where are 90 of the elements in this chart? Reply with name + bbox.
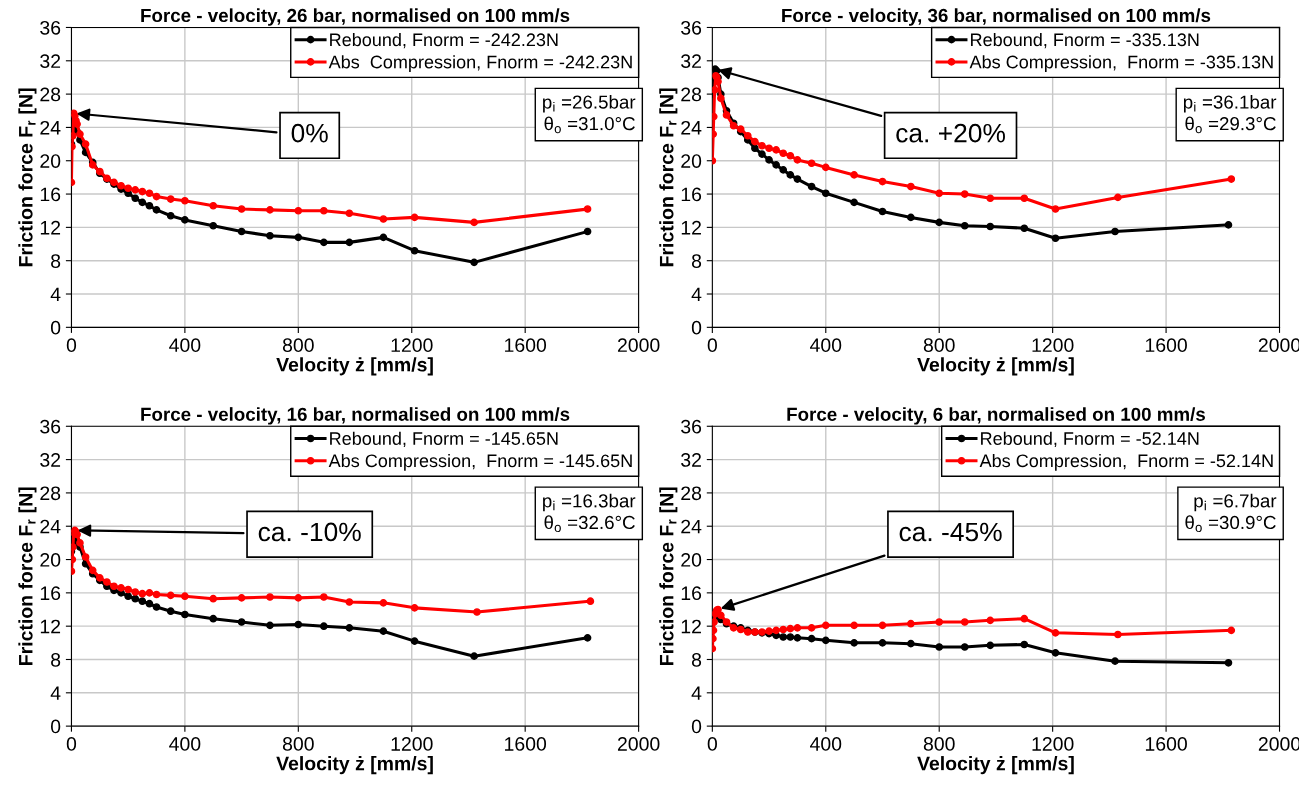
legend-label: Abs Compression, Fnorm = -145.65N <box>328 453 632 471</box>
x-tick-label: 1600 <box>1145 338 1187 353</box>
y-tick-label: 0 <box>691 320 702 335</box>
x-tick-label: 800 <box>923 338 955 353</box>
y-tick-label: 8 <box>51 254 61 268</box>
y-axis-title: Friction force F$_{r}$ [N] <box>18 487 37 665</box>
x-tick-label: 0 <box>66 338 77 353</box>
y-tick-label: 4 <box>691 287 702 302</box>
x-tick-label: 0 <box>707 737 717 751</box>
y-tick-label: 4 <box>691 686 702 700</box>
x-tick-label: 400 <box>810 737 842 751</box>
y-tick-label: 12 <box>40 619 61 634</box>
y-tick-label: 32 <box>681 54 701 69</box>
y-tick-label: 0 <box>50 320 61 335</box>
x-tick-label: 2000 <box>617 737 660 751</box>
x-tick-label: 1600 <box>505 737 547 751</box>
y-tick-label: 28 <box>40 486 61 501</box>
x-tick-label: 1600 <box>505 338 547 353</box>
x-tick-label: 1600 <box>1145 737 1187 751</box>
y-tick-label: 20 <box>40 553 61 567</box>
y-tick-label: 8 <box>51 652 61 667</box>
x-tick-label: 400 <box>169 737 201 751</box>
x-axis-title: Velocity ż [mm/s] <box>276 756 433 775</box>
y-tick-label: 36 <box>681 20 702 35</box>
x-tick-label: 0 <box>66 737 77 751</box>
annotation: 0% <box>291 123 328 143</box>
y-tick-label: 20 <box>40 154 61 168</box>
y-tick-label: 24 <box>40 519 61 534</box>
y-tick-label: 28 <box>40 87 61 102</box>
x-tick-label: 1200 <box>391 737 433 751</box>
y-tick-label: 28 <box>681 486 702 501</box>
y-tick-label: 24 <box>40 120 61 135</box>
y-tick-label: 36 <box>40 419 61 434</box>
legend-label: Rebound, Fnorm = -145.65N <box>330 431 558 448</box>
y-tick-label: 32 <box>681 453 701 467</box>
x-tick-label: 800 <box>923 737 955 751</box>
annotation: ca. -45% <box>899 522 1002 542</box>
x-axis-title: Velocity ż [mm/s] <box>917 357 1074 376</box>
y-tick-label: 20 <box>681 553 702 567</box>
y-tick-label: 12 <box>681 220 701 235</box>
y-tick-label: 12 <box>40 220 61 235</box>
x-tick-label: 1200 <box>1032 338 1074 353</box>
annotation: ca. -10% <box>258 522 361 542</box>
legend-label: Abs Compression, Fnorm = -242.23N <box>328 55 632 72</box>
x-tick-label: 800 <box>282 338 314 353</box>
y-tick-label: 16 <box>681 187 702 202</box>
x-tick-label: 800 <box>282 737 314 751</box>
legend-label: Rebound, Fnorm = -242.23N <box>330 32 558 49</box>
y-axis-title: Friction force F$_{r}$ [N] <box>659 88 678 267</box>
chart-title: Force - velocity, 6 bar, normalised on 100 mm/s <box>787 407 1205 425</box>
x-axis-title: Velocity ż [mm/s] <box>917 756 1074 775</box>
x-tick-label: 1200 <box>1032 737 1074 751</box>
y-tick-label: 8 <box>691 652 702 667</box>
annotation: p$_{i}$ =36.1bar θ$_{o}$ =29.3°C <box>1183 94 1277 134</box>
y-tick-label: 4 <box>50 287 61 302</box>
y-tick-label: 28 <box>681 87 702 102</box>
y-tick-label: 16 <box>40 187 61 202</box>
y-tick-label: 8 <box>691 254 702 268</box>
legend-label: Rebound, Fnorm = -52.14N <box>981 431 1199 448</box>
x-axis-title: Velocity ż [mm/s] <box>276 357 433 376</box>
y-axis-title: Friction force F$_{r}$ [N] <box>659 487 678 665</box>
x-tick-label: 400 <box>169 338 201 353</box>
legend-label: Rebound, Fnorm = -335.13N <box>971 32 1199 49</box>
y-tick-label: 12 <box>681 619 701 634</box>
y-tick-label: 20 <box>681 154 702 168</box>
y-axis-title: Friction force F$_{r}$ [N] <box>18 88 37 267</box>
chart-title: Force - velocity, 26 bar, normalised on 100 mm/s <box>141 8 570 26</box>
y-tick-label: 24 <box>681 519 702 534</box>
y-tick-label: 16 <box>40 586 61 601</box>
y-tick-label: 0 <box>50 719 61 734</box>
y-tick-label: 32 <box>40 453 61 467</box>
y-tick-label: 36 <box>681 419 702 434</box>
y-tick-label: 32 <box>40 54 61 69</box>
x-tick-label: 0 <box>707 338 717 353</box>
x-tick-label: 400 <box>810 338 842 353</box>
x-tick-label: 2000 <box>617 338 660 353</box>
annotation: p$_{i}$ =6.7bar θ$_{o}$ =30.9°C <box>1185 493 1277 533</box>
chart-title: Force - velocity, 36 bar, normalised on 100 mm/s <box>782 8 1211 26</box>
legend-label: Abs Compression, Fnorm = -52.14N <box>979 453 1273 471</box>
chart-title: Force - velocity, 16 bar, normalised on 100 mm/s <box>141 407 570 425</box>
legend-label: Abs Compression, Fnorm = -335.13N <box>969 55 1273 72</box>
annotation: p$_{i}$ =26.5bar θ$_{o}$ =31.0°C <box>543 94 636 134</box>
y-tick-label: 24 <box>681 120 702 135</box>
x-tick-label: 1200 <box>391 338 433 353</box>
y-tick-label: 36 <box>40 20 61 35</box>
y-tick-label: 4 <box>50 686 61 700</box>
annotation: p$_{i}$ =16.3bar θ$_{o}$ =32.6°C <box>543 493 636 533</box>
y-tick-label: 0 <box>691 719 702 734</box>
y-tick-label: 16 <box>681 586 702 601</box>
annotation: ca. +20% <box>896 123 1005 143</box>
